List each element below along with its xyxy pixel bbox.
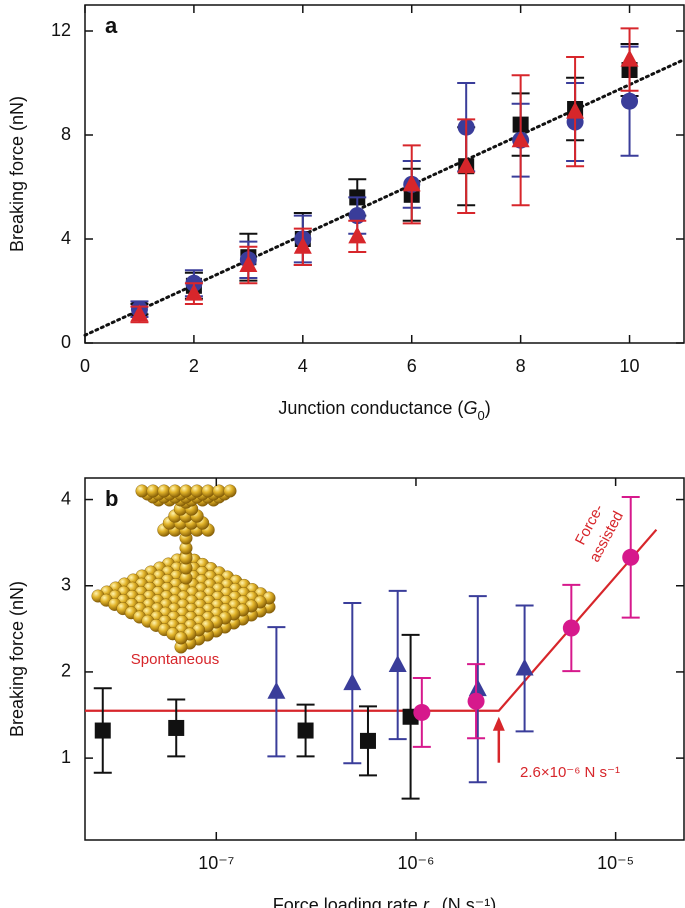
marker-circle (467, 692, 485, 710)
plot-frame (84, 477, 685, 841)
gold-junction-illustration (91, 484, 276, 654)
panel-label: a (105, 13, 118, 38)
marker-circle (622, 548, 640, 566)
y-tick-label: 0 (61, 332, 71, 352)
y-tick-label: 1 (61, 747, 71, 767)
marker-circle (413, 703, 431, 721)
marker-square (297, 722, 314, 739)
x-tick-label: 6 (407, 356, 417, 376)
gold-atom (135, 484, 149, 498)
marker-triangle (184, 283, 203, 301)
annotation: 2.6×10⁻⁶ N s⁻¹ (520, 764, 620, 781)
marker-triangle (511, 130, 530, 148)
marker-square (359, 732, 376, 749)
x-tick-label: 8 (516, 356, 526, 376)
x-axis-title-part: G (463, 398, 477, 418)
marker-triangle (239, 255, 258, 272)
marker-triangle (402, 174, 421, 192)
x-tick-label: 4 (298, 356, 308, 376)
y-tick-label: 12 (51, 20, 71, 40)
x-tick-label: 2 (189, 356, 199, 376)
marker-triangle (267, 681, 286, 699)
marker-circle (562, 619, 580, 637)
y-tick-label: 8 (61, 124, 71, 144)
fit-line (85, 528, 658, 712)
marker-triangle (566, 101, 585, 119)
onset-arrowhead (492, 716, 505, 731)
x-axis-title: Force loading rate rF (N s⁻¹) (273, 895, 497, 908)
y-tick-label: 4 (61, 488, 71, 508)
y-tick-label: 4 (61, 228, 71, 248)
marker-triangle (457, 156, 476, 174)
y-tick-label: 3 (61, 574, 71, 594)
marker-triangle (293, 236, 312, 254)
gold-atom (174, 631, 188, 645)
x-tick-label: 10⁻⁵ (597, 853, 634, 873)
marker-triangle (515, 658, 534, 676)
marker-triangle (343, 673, 362, 691)
gold-atom (223, 484, 237, 498)
x-axis-title-part: 0 (477, 408, 484, 423)
x-tick-label: 10⁻⁷ (198, 853, 234, 873)
gold-atom (168, 484, 182, 498)
gold-atom (190, 484, 204, 498)
gold-atom (146, 484, 160, 498)
x-axis-title-part: F (429, 905, 438, 908)
x-axis-title-part: r (423, 895, 430, 908)
x-axis-title: Junction conductance (G0) (278, 398, 490, 423)
annotation: Spontaneous (131, 651, 219, 668)
marker-square (94, 722, 111, 739)
x-axis-title-part: Force loading rate (273, 895, 423, 908)
x-tick-label: 0 (80, 356, 90, 376)
x-tick-label: 10 (620, 356, 640, 376)
y-axis-title: Breaking force (nN) (7, 96, 27, 252)
y-tick-label: 2 (61, 661, 71, 681)
marker-triangle (388, 655, 407, 673)
panel-label: b (105, 486, 118, 511)
marker-triangle (130, 304, 149, 322)
marker-triangle (468, 679, 487, 697)
plot-frame (84, 4, 685, 344)
marker-triangle (348, 226, 367, 244)
x-axis-title-part: Junction conductance ( (278, 398, 463, 418)
gold-atom (157, 484, 171, 498)
gold-atom (201, 484, 215, 498)
marker-square (168, 719, 185, 736)
gold-atom (212, 484, 226, 498)
marker-triangle (620, 49, 639, 67)
x-axis-title-part: ) (485, 398, 491, 418)
gold-atom (179, 484, 193, 498)
x-axis-title-part: (N s⁻¹) (437, 895, 496, 908)
x-tick-label: 10⁻⁶ (397, 853, 434, 873)
fit-line (83, 58, 685, 337)
marker-circle (621, 92, 639, 110)
y-axis-title: Breaking force (nN) (7, 581, 27, 737)
